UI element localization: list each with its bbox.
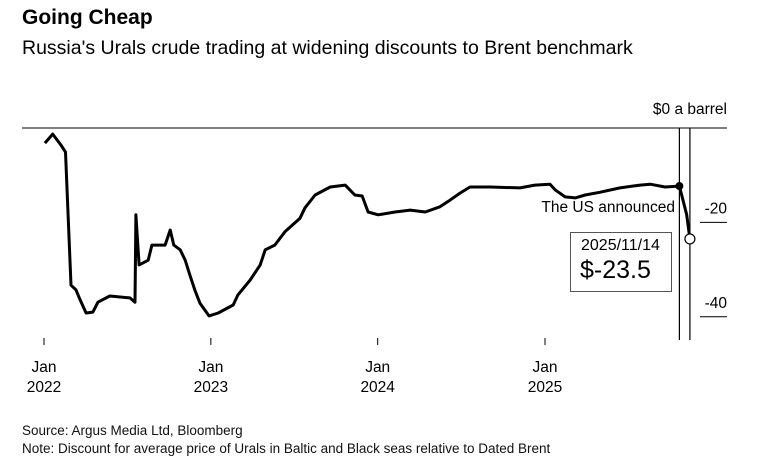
chart-title: Going Cheap [22, 6, 153, 29]
chart-subtitle: Russia's Urals crude trading at widening… [22, 37, 633, 59]
x-tick-month: Jan [198, 359, 223, 376]
tooltip: 2025/11/14 $-23.5 [570, 232, 672, 292]
x-tick-month: Jan [32, 359, 57, 376]
x-tick-year: 2022 [27, 379, 61, 396]
x-tick-year: 2023 [194, 379, 228, 396]
y-axis-unit-label: $0 a barrel [652, 101, 727, 118]
source-note: Source: Argus Media Ltd, Bloomberg [22, 423, 243, 438]
x-tick-year: 2024 [360, 379, 395, 396]
annotation-text: The US announced [541, 199, 675, 216]
y-tick-label: -20 [705, 200, 728, 217]
hover-marker [684, 233, 696, 245]
x-tick-year: 2025 [528, 379, 562, 396]
x-tick-month: Jan [533, 359, 558, 376]
annotation-marker [675, 182, 684, 191]
x-tick-month: Jan [365, 359, 390, 376]
tooltip-date: 2025/11/14 [581, 237, 660, 254]
series-line [43, 132, 692, 318]
tooltip-value: $-23.5 [580, 256, 651, 284]
y-tick-label: -40 [705, 295, 728, 312]
footnote: Note: Discount for average price of Ural… [22, 441, 551, 456]
